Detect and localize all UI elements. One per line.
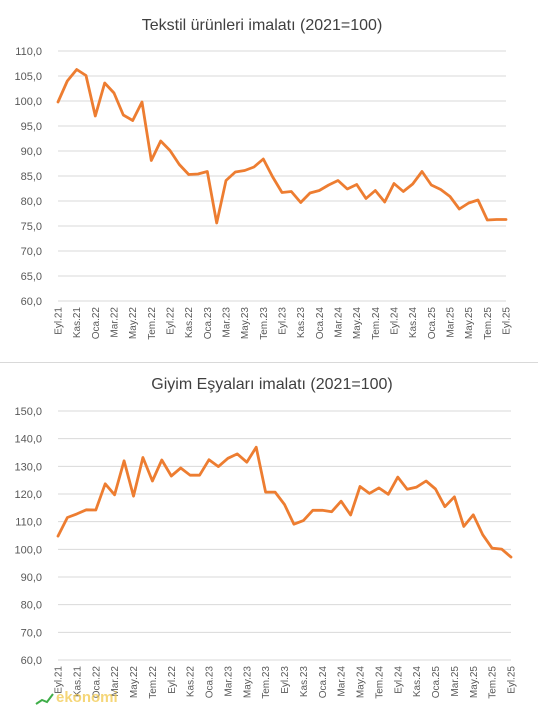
x-tick-label: May.25: [469, 666, 480, 698]
x-tick-label: Mar.25: [446, 307, 457, 338]
x-tick-label: Eyl.23: [278, 307, 289, 335]
x-tick-label: Mar.25: [450, 666, 461, 697]
x-tick-label: Kas.22: [184, 307, 195, 339]
chart-panel-apparel: Giyim Eşyaları imalatı (2021=100) 60,0 70…: [0, 362, 538, 711]
x-tick-label: Eyl.22: [167, 666, 178, 694]
x-tick-label: Tem.23: [259, 307, 270, 340]
y-tick-label: 105,0: [14, 71, 42, 83]
x-tick-label: Mar.23: [223, 666, 234, 697]
y-tick-label: 140,0: [14, 434, 42, 446]
x-tick-label: Tem.24: [374, 666, 385, 699]
y-tick-label: 90,0: [21, 572, 42, 584]
y-tick-label: 75,0: [21, 221, 42, 233]
x-tick-label: Mar.24: [337, 666, 348, 697]
x-tick-label: Tem.22: [148, 666, 159, 699]
chart-title: Tekstil ürünleri imalatı (2021=100): [142, 17, 383, 34]
x-tick-label: Eyl.25: [507, 666, 518, 694]
series-line: [56, 68, 508, 225]
x-tick-label: Eyl.24: [393, 666, 404, 694]
y-tick-label: 60,0: [21, 296, 42, 308]
x-tick-label: Kas.22: [186, 666, 197, 698]
x-tick-label: Eyl.24: [390, 307, 401, 335]
y-tick-label: 70,0: [21, 246, 42, 258]
y-tick-label: 130,0: [14, 461, 42, 473]
chart-title: Giyim Eşyaları imalatı (2021=100): [151, 376, 392, 393]
x-tick-label: Mar.24: [334, 307, 345, 338]
x-tick-label: May.24: [356, 666, 367, 698]
x-tick-label: Tem.24: [371, 307, 382, 340]
x-tick-label: Kas.21: [72, 307, 83, 339]
x-tick-label: Eyl.21: [54, 307, 65, 335]
y-tick-label: 65,0: [21, 271, 42, 283]
y-tick-label: 80,0: [21, 600, 42, 612]
y-tick-label: 100,0: [14, 544, 42, 556]
textile-line-chart: Tekstil ürünleri imalatı (2021=100) 60,0…: [14, 17, 513, 340]
x-tick-label: Oca.24: [315, 307, 326, 340]
x-tick-label: Oca.22: [91, 666, 102, 699]
y-tick-label: 90,0: [21, 146, 42, 158]
x-tick-label: Tem.25: [483, 307, 494, 340]
x-tick-label: Eyl.25: [502, 307, 513, 335]
x-tick-label: Oca.25: [427, 307, 438, 340]
x-tick-label: Mar.22: [110, 307, 121, 338]
watermark-logo: ekonomi: [35, 689, 118, 706]
x-tick-label: Tem.25: [488, 666, 499, 699]
y-tick-label: 85,0: [21, 171, 42, 183]
x-tick-label: May.23: [242, 666, 253, 698]
y-tick-label: 110,0: [15, 517, 42, 529]
y-tick-label: 120,0: [14, 489, 42, 501]
y-tick-label: 60,0: [21, 655, 42, 667]
x-tick-label: Kas.23: [299, 666, 310, 698]
x-tick-label: Kas.24: [412, 666, 423, 698]
y-tick-label: 95,0: [21, 121, 42, 133]
y-tick-label: 100,0: [14, 96, 42, 108]
y-tick-label: 150,0: [14, 406, 42, 418]
series-line: [56, 445, 513, 559]
y-tick-label: 110,0: [15, 46, 42, 58]
x-tick-label: Tem.23: [261, 666, 272, 699]
x-tick-label: May.22: [128, 307, 139, 339]
x-tick-label: Oca.23: [203, 307, 214, 340]
x-tick-label: Eyl.22: [166, 307, 177, 335]
x-tick-label: Mar.23: [222, 307, 233, 338]
x-tick-label: Oca.25: [431, 666, 442, 699]
x-tick-label: Kas.24: [408, 307, 419, 339]
x-tick-label: Tem.22: [147, 307, 158, 340]
x-tick-label: Kas.21: [72, 666, 83, 698]
x-tick-label: Oca.22: [91, 307, 102, 340]
apparel-line-chart: Giyim Eşyaları imalatı (2021=100) 60,0 70…: [14, 376, 518, 699]
x-tick-label: Eyl.23: [280, 666, 291, 694]
x-tick-label: May.23: [240, 307, 251, 339]
x-tick-label: May.22: [129, 666, 140, 698]
y-tick-label: 80,0: [21, 196, 42, 208]
x-tick-label: May.25: [464, 307, 475, 339]
x-tick-label: Oca.24: [318, 666, 329, 699]
x-tick-label: Eyl.21: [54, 666, 65, 694]
watermark-text: ekonomi: [56, 689, 118, 706]
x-tick-label: Oca.23: [205, 666, 216, 699]
chart-panel-textile: Tekstil ürünleri imalatı (2021=100) 60,0…: [14, 17, 513, 340]
x-tick-label: Mar.22: [110, 666, 121, 697]
x-tick-label: Kas.23: [296, 307, 307, 339]
x-tick-label: May.24: [352, 307, 363, 339]
y-tick-label: 70,0: [21, 627, 42, 639]
